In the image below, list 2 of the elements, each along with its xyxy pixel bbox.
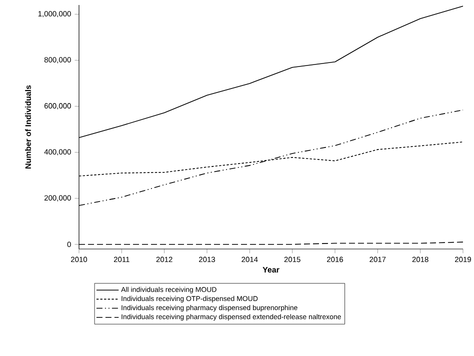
- x-axis-title: Year: [262, 266, 280, 273]
- y-axis-title: Number of Individuals: [25, 85, 31, 168]
